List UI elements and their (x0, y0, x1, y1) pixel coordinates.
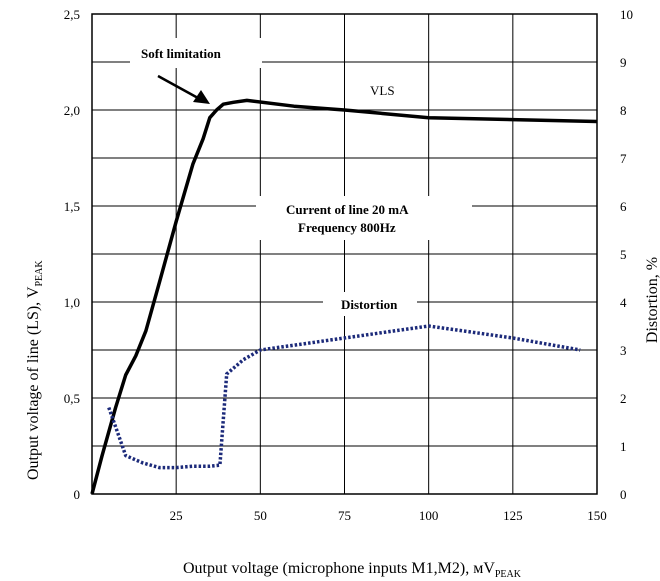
y-right-tick-label: 6 (620, 199, 627, 214)
annotation-bg-soft-limitation (130, 38, 262, 68)
x-tick-label: 75 (338, 508, 351, 523)
y-right-tick-label: 5 (620, 247, 627, 262)
series-layer (90, 98, 598, 495)
y-right-tick-label: 4 (620, 295, 627, 310)
annotation-bg-conditions (256, 196, 472, 240)
tick-labels: 25 50 75 100 125 150 0 0,5 1,0 1,5 2,0 2,5 0 1 2 3 4 5 6 7 8… (64, 7, 633, 523)
y-left-tick-label: 0 (74, 487, 81, 502)
y-right-tick-label: 1 (620, 439, 627, 454)
series-line-distortion (107, 324, 581, 470)
y-axis-left-title: Output voltage of line (LS), VPEAK (25, 260, 45, 480)
y-left-tick-label: 1,0 (64, 295, 80, 310)
series-line-vls (90, 98, 598, 495)
y-right-tick-label: 7 (620, 151, 627, 166)
y-right-tick-label: 9 (620, 55, 627, 70)
y-axis-right-title: Distortion, % (644, 257, 660, 343)
annotation-vls: VLS (370, 83, 395, 98)
x-tick-label: 25 (170, 508, 183, 523)
y-left-tick-label: 1,5 (64, 199, 80, 214)
x-axis-title: Output voltage (microphone inputs M1,M2)… (183, 560, 522, 580)
y-left-tick-label: 2,0 (64, 103, 80, 118)
y-right-tick-label: 2 (620, 391, 627, 406)
arrow-soft-limitation (157, 74, 210, 104)
annotation-soft-limitation: Soft limitation (141, 46, 222, 61)
annotation-current: Current of line 20 mA (286, 202, 409, 217)
y-right-tick-label: 8 (620, 103, 627, 118)
y-left-tick-label: 0,5 (64, 391, 80, 406)
plot-frame (91, 13, 598, 495)
y-left-tick-label: 2,5 (64, 7, 80, 22)
x-tick-label: 50 (254, 508, 267, 523)
y-right-tick-label: 3 (620, 343, 627, 358)
annotation-bg-vls (354, 78, 412, 102)
annotation-distortion: Distortion (341, 297, 398, 312)
annotation-bg-distortion (323, 292, 417, 316)
x-tick-label: 125 (503, 508, 523, 523)
x-tick-label: 100 (419, 508, 439, 523)
y-right-tick-label: 10 (620, 7, 633, 22)
annotation-frequency: Frequency 800Hz (298, 220, 396, 235)
y-right-tick-label: 0 (620, 487, 627, 502)
x-tick-label: 150 (587, 508, 607, 523)
